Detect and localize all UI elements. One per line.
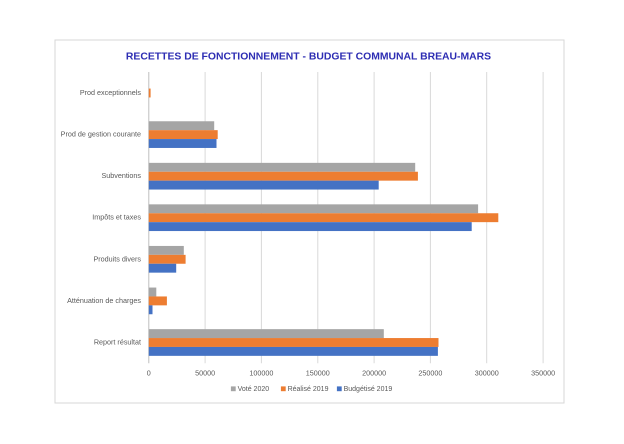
svg-text:0: 0 (147, 369, 151, 378)
svg-text:Produits divers: Produits divers (93, 254, 141, 263)
svg-text:100000: 100000 (249, 369, 273, 378)
svg-text:Atténuation de charges: Atténuation de charges (67, 296, 141, 305)
svg-text:Réalisé 2019: Réalisé 2019 (288, 386, 329, 393)
svg-text:Prod de gestion courante: Prod de gestion courante (61, 130, 141, 139)
svg-text:Report résultat: Report résultat (94, 338, 141, 347)
svg-text:Impôts et taxes: Impôts et taxes (92, 213, 141, 222)
svg-text:150000: 150000 (306, 369, 330, 378)
svg-text:Prod exceptionnels: Prod exceptionnels (80, 88, 142, 97)
svg-text:RECETTES DE FONCTIONNEMENT - B: RECETTES DE FONCTIONNEMENT - BUDGET COMM… (126, 52, 491, 63)
svg-text:250000: 250000 (418, 369, 442, 378)
svg-text:Budgétisé 2019: Budgétisé 2019 (344, 386, 393, 393)
svg-text:Subventions: Subventions (101, 171, 141, 180)
svg-text:350000: 350000 (531, 369, 555, 378)
svg-text:300000: 300000 (475, 369, 499, 378)
svg-text:50000: 50000 (195, 369, 215, 378)
svg-text:200000: 200000 (362, 369, 386, 378)
svg-text:Voté 2020: Voté 2020 (238, 386, 270, 393)
